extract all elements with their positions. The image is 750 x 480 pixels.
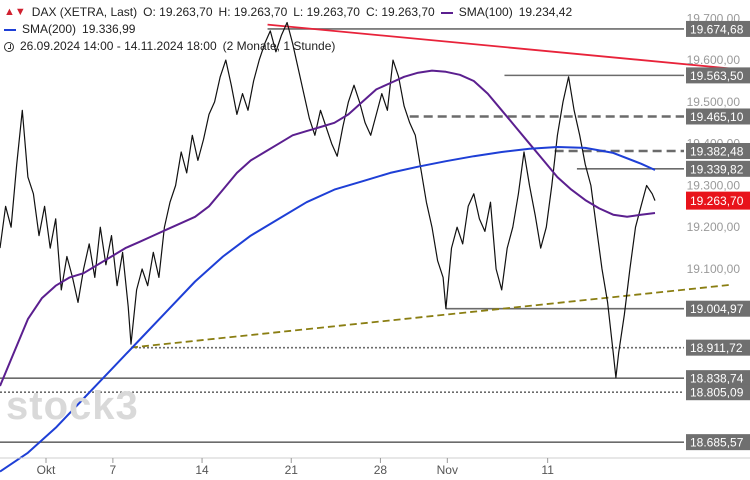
legend-low: L: 19.263,70 [293, 5, 360, 19]
legend-row-range: 26.09.2024 14:00 - 14.11.2024 18:00 (2 M… [4, 38, 578, 55]
y-tick-label: 19.100,00 [687, 262, 741, 276]
current-price-label: 19.263,70 [690, 194, 744, 208]
sma100-swatch [440, 11, 453, 14]
level-label: 19.004,97 [690, 302, 744, 316]
level-label: 18.805,09 [690, 386, 744, 400]
level-label-box [686, 20, 750, 37]
level-label: 19.339,82 [690, 162, 744, 176]
legend-row-sma200: SMA(200) 19.336,99 [4, 21, 578, 38]
x-tick-label: Nov [437, 463, 458, 477]
y-tick-label: 19.200,00 [687, 220, 741, 234]
chart-legend: ▲▼ DAX (XETRA, Last) O: 19.263,70 H: 19.… [4, 4, 578, 55]
x-tick-label: 21 [285, 463, 299, 477]
legend-open: O: 19.263,70 [143, 5, 213, 19]
legend-range: 26.09.2024 14:00 - 14.11.2024 18:00 [20, 39, 217, 53]
legend-symbol[interactable]: DAX (XETRA, Last) [31, 5, 138, 19]
legend-sma100-value: 19.234,42 [518, 5, 573, 19]
level-label-box [686, 370, 750, 387]
level-label: 19.563,50 [690, 69, 744, 83]
legend-high: H: 19.263,70 [218, 5, 288, 19]
y-tick-label: 19.600,00 [687, 53, 741, 67]
level-label-box [686, 108, 750, 125]
level-label: 19.674,68 [690, 22, 744, 36]
series-line-1 [0, 69, 656, 387]
series-line-0 [0, 21, 656, 379]
level-label-box [686, 67, 750, 84]
x-tick-label: 14 [195, 463, 209, 477]
level-labels: 19.674,68 19.563,50 19.465,10 19.382,48 19.3… [686, 20, 750, 451]
trendline-olive-support [130, 283, 731, 349]
chart-candles-icon: ▲▼ [4, 6, 26, 18]
level-label-box [686, 384, 750, 401]
level-label: 18.911,72 [690, 341, 743, 355]
level-label: 19.465,10 [690, 110, 744, 124]
x-tick-label: 11 [541, 463, 554, 477]
x-axis: Okt 7 14 21 28 Nov 11 [0, 457, 750, 477]
x-tick-label: Okt [37, 463, 56, 477]
legend-sma200-value: 19.336,99 [82, 22, 136, 36]
y-tick-label: 19.300,00 [687, 178, 741, 192]
legend-row-symbol: ▲▼ DAX (XETRA, Last) O: 19.263,70 H: 19.… [4, 4, 578, 21]
level-label-box [686, 339, 750, 356]
stock3-watermark: stock3 [6, 384, 139, 428]
legend-span: (2 Monate, 1 Stunde) [222, 39, 336, 53]
series-line-2 [0, 146, 656, 473]
sma200-swatch [4, 28, 16, 31]
price-series [0, 21, 656, 473]
current-price-box [686, 191, 750, 210]
level-label-box [686, 300, 750, 317]
level-label-box [686, 160, 750, 177]
x-tick-label: 7 [110, 463, 117, 477]
legend-sma100-label[interactable]: SMA(100) [458, 5, 513, 19]
level-label-box [686, 143, 750, 160]
trendline-red-resistance [267, 23, 731, 70]
horizontal-levels [0, 28, 684, 443]
trend-lines [130, 23, 731, 349]
x-tick-label: 28 [374, 463, 388, 477]
level-label-box [686, 434, 750, 451]
y-tick-label: 19.500,00 [687, 95, 741, 109]
legend-sma200-label[interactable]: SMA(200) [22, 22, 77, 36]
level-label: 18.838,74 [690, 372, 744, 386]
level-label: 18.685,57 [690, 436, 744, 450]
clock-icon [4, 41, 14, 52]
legend-close: C: 19.263,70 [365, 5, 435, 19]
level-label: 19.382,48 [690, 145, 744, 159]
